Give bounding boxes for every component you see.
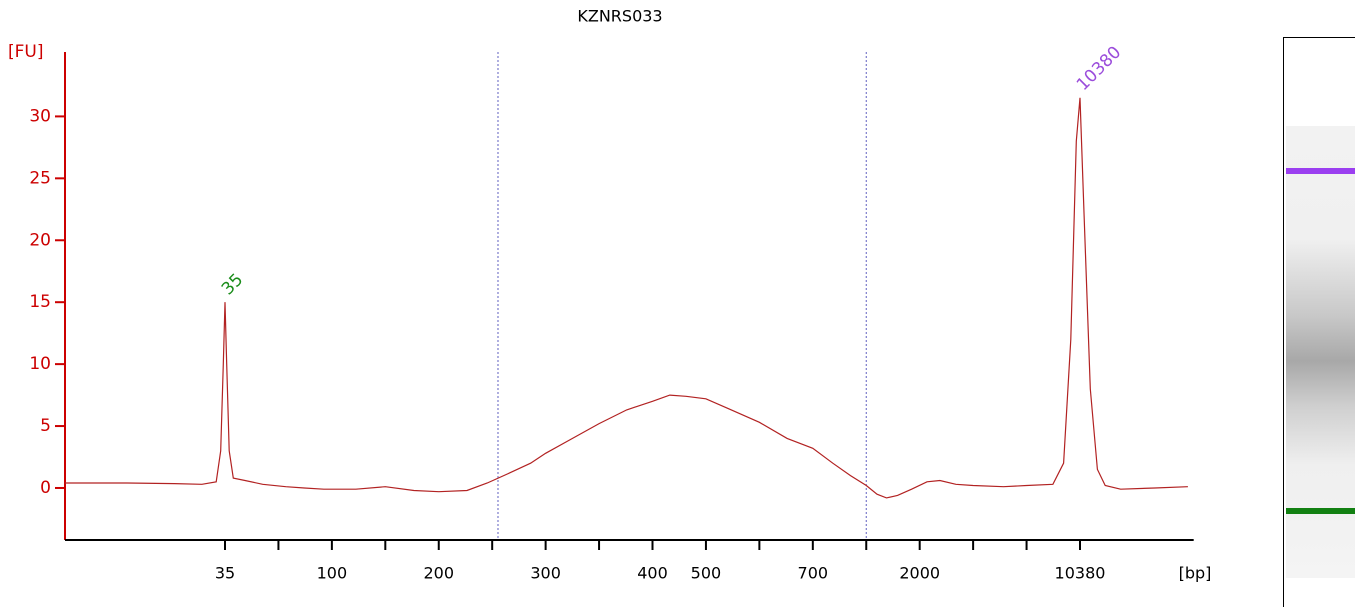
x-tick-label: 300 bbox=[530, 564, 561, 583]
y-axis-label: [FU] bbox=[8, 42, 44, 62]
y-tick-label: 15 bbox=[29, 292, 51, 312]
x-tick-label: 200 bbox=[423, 564, 454, 583]
gel-lane bbox=[1284, 38, 1355, 608]
x-tick-label: 35 bbox=[215, 564, 235, 583]
y-tick-label: 25 bbox=[29, 168, 51, 188]
y-tick-label: 10 bbox=[29, 354, 51, 374]
x-tick-label: 700 bbox=[798, 564, 829, 583]
y-tick-label: 20 bbox=[29, 230, 51, 250]
x-tick-label: 10380 bbox=[1055, 564, 1106, 583]
peak-label: 10380 bbox=[1073, 43, 1125, 95]
x-tick-label: 100 bbox=[317, 564, 348, 583]
x-tick-label: 400 bbox=[637, 564, 668, 583]
y-tick-label: 0 bbox=[40, 478, 51, 498]
x-axis-label: [bp] bbox=[1179, 564, 1212, 583]
chart-title: KZNRS033 bbox=[577, 7, 662, 26]
x-tick-label: 500 bbox=[691, 564, 722, 583]
y-tick-label: 5 bbox=[40, 416, 51, 436]
y-tick-label: 30 bbox=[29, 106, 51, 126]
peak-label: 35 bbox=[218, 270, 247, 299]
x-tick-label: 2000 bbox=[899, 564, 940, 583]
